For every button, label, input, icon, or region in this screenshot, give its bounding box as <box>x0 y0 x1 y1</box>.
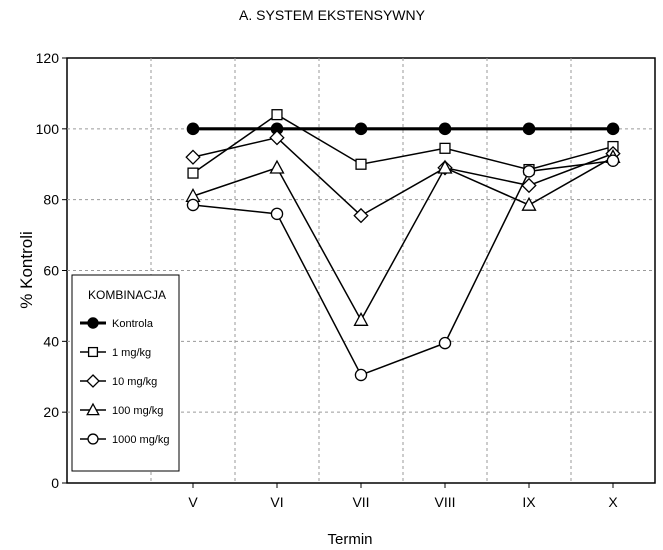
data-point <box>606 122 620 136</box>
y-tick-label: 0 <box>51 475 59 491</box>
legend: KOMBINACJA Kontrola 1 mg/kg 10 mg/kg 100 mg/… <box>71 274 180 472</box>
legend-label: 100 mg/kg <box>112 405 163 417</box>
series-line <box>192 159 614 376</box>
legend-marker <box>87 346 99 358</box>
data-point <box>522 165 536 178</box>
data-point <box>522 122 536 136</box>
legend-marker <box>86 402 100 416</box>
x-tick-label: VII <box>352 494 369 510</box>
legend-marker <box>87 317 99 329</box>
legend-label: 1 mg/kg <box>112 347 151 359</box>
y-tick-label: 40 <box>43 333 59 349</box>
legend-title: KOMBINACJA <box>88 288 166 302</box>
data-point <box>271 109 283 121</box>
data-point <box>438 336 452 350</box>
x-tick-label: VI <box>270 494 283 510</box>
data-point <box>353 311 369 326</box>
data-point <box>353 207 369 224</box>
series-group <box>186 154 620 382</box>
series-line <box>192 113 614 174</box>
data-point <box>606 154 620 167</box>
data-point <box>354 368 368 382</box>
chart-layer: 0 20 40 60 80 100 120 V VI VII VIII IX X KOMBINACJA Ko… <box>36 50 656 510</box>
x-tick-label: VIII <box>434 494 455 510</box>
chart-title: A. SYSTEM EKSTENSYWNY <box>239 7 426 23</box>
data-point <box>269 130 285 146</box>
data-point <box>186 122 200 136</box>
x-tick-label: IX <box>522 494 536 510</box>
data-point <box>355 158 367 170</box>
data-point <box>269 159 285 174</box>
y-tick-label: 80 <box>43 192 59 208</box>
data-point <box>186 198 200 212</box>
legend-label: 10 mg/kg <box>112 376 157 388</box>
data-point <box>437 159 453 174</box>
y-tick-label: 60 <box>43 263 59 279</box>
data-point <box>521 177 537 194</box>
series-line <box>192 156 614 322</box>
data-point <box>438 122 452 136</box>
data-point <box>354 122 368 136</box>
legend-marker <box>86 374 100 388</box>
y-tick-label: 120 <box>36 50 60 66</box>
series-line <box>192 136 614 217</box>
y-axis-label: % Kontroli <box>17 231 36 308</box>
data-point <box>521 196 537 211</box>
data-point <box>439 142 451 154</box>
legend-label: Kontrola <box>112 318 154 330</box>
x-tick-label: V <box>188 494 198 510</box>
x-axis-label: Termin <box>327 531 372 548</box>
legend-marker <box>87 433 99 445</box>
y-tick-label: 20 <box>43 404 59 420</box>
x-tick-label: X <box>608 494 618 510</box>
data-point <box>270 207 284 221</box>
data-point <box>187 167 199 179</box>
series-group <box>186 122 620 136</box>
y-tick-label: 100 <box>36 121 60 137</box>
legend-label: 1000 mg/kg <box>112 434 169 446</box>
data-point <box>185 149 201 165</box>
